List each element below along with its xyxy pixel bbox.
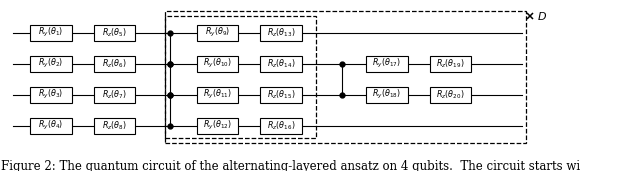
FancyBboxPatch shape	[93, 56, 136, 72]
Text: $R_y(\theta_9)$: $R_y(\theta_9)$	[205, 26, 230, 40]
FancyBboxPatch shape	[93, 25, 136, 41]
FancyBboxPatch shape	[260, 118, 302, 134]
Text: $R_z(\theta_{14})$: $R_z(\theta_{14})$	[267, 58, 296, 70]
FancyBboxPatch shape	[260, 87, 302, 103]
FancyBboxPatch shape	[366, 87, 408, 103]
Text: $R_z(\theta_{20})$: $R_z(\theta_{20})$	[436, 89, 465, 101]
FancyBboxPatch shape	[30, 118, 72, 134]
FancyBboxPatch shape	[30, 25, 72, 41]
FancyBboxPatch shape	[196, 118, 238, 134]
Text: Figure 2: The quantum circuit of the alternating-layered ansatz on 4 qubits.  Th: Figure 2: The quantum circuit of the alt…	[1, 160, 580, 171]
FancyBboxPatch shape	[30, 87, 72, 103]
FancyBboxPatch shape	[366, 56, 408, 72]
FancyBboxPatch shape	[260, 56, 302, 72]
Text: $R_y(\theta_{11})$: $R_y(\theta_{11})$	[203, 88, 232, 101]
FancyBboxPatch shape	[30, 56, 72, 72]
Text: $R_z(\theta_{13})$: $R_z(\theta_{13})$	[267, 27, 296, 39]
FancyBboxPatch shape	[196, 56, 238, 72]
Text: $R_y(\theta_1)$: $R_y(\theta_1)$	[38, 26, 63, 40]
Text: $R_z(\theta_5)$: $R_z(\theta_5)$	[102, 27, 127, 39]
Text: $R_y(\theta_{18})$: $R_y(\theta_{18})$	[372, 88, 401, 101]
FancyBboxPatch shape	[430, 87, 472, 103]
Text: $R_y(\theta_{17})$: $R_y(\theta_{17})$	[372, 57, 401, 70]
Text: $R_z(\theta_{15})$: $R_z(\theta_{15})$	[267, 89, 296, 101]
FancyBboxPatch shape	[93, 87, 136, 103]
FancyBboxPatch shape	[260, 25, 302, 41]
Text: $D$: $D$	[537, 10, 547, 22]
Text: $R_z(\theta_{16})$: $R_z(\theta_{16})$	[267, 120, 296, 132]
Text: $R_z(\theta_7)$: $R_z(\theta_7)$	[102, 89, 127, 101]
FancyBboxPatch shape	[196, 25, 238, 41]
Text: $R_y(\theta_4)$: $R_y(\theta_4)$	[38, 119, 63, 133]
FancyBboxPatch shape	[430, 56, 472, 72]
Text: $R_y(\theta_3)$: $R_y(\theta_3)$	[38, 88, 63, 101]
FancyBboxPatch shape	[196, 87, 238, 103]
Text: $R_y(\theta_{12})$: $R_y(\theta_{12})$	[203, 119, 232, 133]
Text: $R_y(\theta_{10})$: $R_y(\theta_{10})$	[203, 57, 232, 70]
Text: $R_z(\theta_{19})$: $R_z(\theta_{19})$	[436, 58, 465, 70]
Text: $R_y(\theta_2)$: $R_y(\theta_2)$	[38, 57, 63, 70]
FancyBboxPatch shape	[93, 118, 136, 134]
Text: $R_z(\theta_8)$: $R_z(\theta_8)$	[102, 120, 127, 132]
Text: $R_z(\theta_6)$: $R_z(\theta_6)$	[102, 58, 127, 70]
